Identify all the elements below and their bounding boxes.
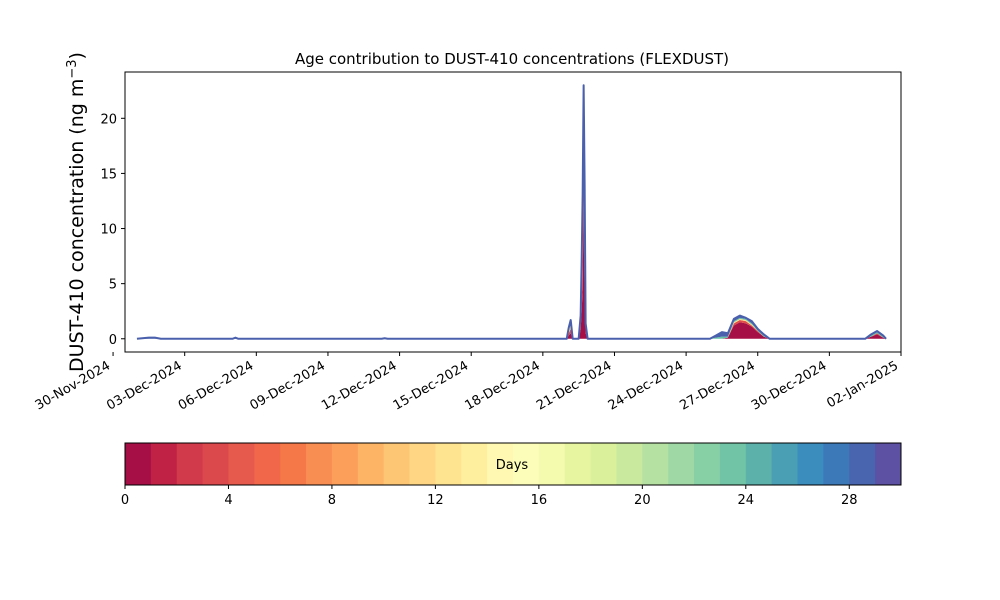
colorbar-swatch bbox=[254, 443, 281, 485]
colorbar-swatch bbox=[564, 443, 592, 485]
colorbar-swatch bbox=[228, 443, 255, 485]
colorbar-swatch bbox=[409, 443, 436, 485]
colorbar-swatch bbox=[202, 443, 229, 485]
age-band-area-4 bbox=[136, 96, 887, 339]
colorbar-swatch bbox=[331, 443, 359, 485]
x-tick-label: 30-Dec-2024 bbox=[749, 358, 829, 413]
y-tick-label: 20 bbox=[100, 112, 117, 127]
x-tick-label: 03-Dec-2024 bbox=[104, 358, 184, 413]
colorbar-swatch bbox=[513, 443, 540, 485]
chart-title: Age contribution to DUST-410 concentrati… bbox=[295, 50, 729, 68]
colorbar-tick-label: 20 bbox=[634, 493, 651, 508]
total-concentration-line bbox=[136, 84, 887, 340]
x-axis: 30-Nov-202403-Dec-202406-Dec-202409-Dec-… bbox=[33, 352, 902, 414]
y-tick-label: 5 bbox=[109, 278, 117, 293]
x-tick-label: 21-Dec-2024 bbox=[534, 358, 614, 413]
colorbar-swatch bbox=[176, 443, 204, 485]
colorbar-frame bbox=[124, 442, 902, 486]
x-tick-label: 02-Jan-2025 bbox=[824, 358, 901, 411]
colorbar-tick-label: 0 bbox=[121, 493, 129, 508]
colorbar-swatch bbox=[306, 443, 333, 485]
colorbar-swatch bbox=[771, 443, 799, 485]
colorbar-swatch bbox=[719, 443, 747, 485]
colorbar-swatch bbox=[849, 443, 876, 485]
colorbar-swatch bbox=[357, 443, 385, 485]
colorbar-swatch bbox=[280, 443, 307, 485]
colorbar-swatch bbox=[668, 443, 695, 485]
colorbar-tick-label: 12 bbox=[427, 493, 444, 508]
colorbar-swatch bbox=[797, 443, 824, 485]
colorbar-tick-label: 24 bbox=[738, 493, 755, 508]
y-tick-label: 15 bbox=[100, 167, 117, 182]
y-tick-label: 10 bbox=[100, 223, 117, 238]
colorbar-swatch bbox=[642, 443, 669, 485]
y-axis-label: DUST-410 concentration (ng m−3) bbox=[65, 52, 88, 372]
x-tick-label: 15-Dec-2024 bbox=[391, 358, 471, 413]
colorbar-swatch bbox=[435, 443, 462, 485]
x-tick-label: 24-Dec-2024 bbox=[606, 358, 686, 413]
x-tick-label: 27-Dec-2024 bbox=[677, 358, 757, 413]
colorbar-swatch bbox=[823, 443, 850, 485]
age-band-area-5 bbox=[136, 85, 887, 339]
colorbar-swatch bbox=[150, 443, 178, 485]
plot-frame bbox=[124, 71, 902, 353]
plot-area bbox=[136, 84, 887, 340]
colorbar-swatch bbox=[125, 443, 152, 485]
colorbar-swatch bbox=[694, 443, 721, 485]
colorbar-swatch bbox=[487, 443, 514, 485]
colorbar-tick-label: 28 bbox=[841, 493, 858, 508]
colorbar-swatch bbox=[616, 443, 643, 485]
colorbar-label: Days bbox=[496, 458, 529, 473]
y-tick-label: 0 bbox=[109, 333, 117, 348]
colorbar-swatch bbox=[875, 443, 902, 485]
colorbar-tick-label: 4 bbox=[224, 493, 232, 508]
colorbar-swatch bbox=[383, 443, 411, 485]
x-tick-label: 18-Dec-2024 bbox=[462, 358, 542, 413]
colorbar-swatch bbox=[538, 443, 566, 485]
age-band-area-3 bbox=[136, 107, 887, 339]
age-band-area-2 bbox=[136, 145, 887, 339]
x-tick-label: 12-Dec-2024 bbox=[319, 358, 399, 413]
colorbar-swatch bbox=[461, 443, 488, 485]
colorbar-tick-label: 8 bbox=[328, 493, 336, 508]
x-tick-label: 09-Dec-2024 bbox=[248, 358, 328, 413]
colorbar-swatch bbox=[745, 443, 773, 485]
colorbar-swatch bbox=[590, 443, 617, 485]
colorbar: Days 0 4 8 12 16 20 24 28 bbox=[121, 442, 902, 508]
x-tick-label: 06-Dec-2024 bbox=[176, 358, 256, 413]
y-axis: 0 5 10 15 20 bbox=[100, 112, 125, 348]
age-band-area-1 bbox=[136, 200, 887, 339]
colorbar-tick-label: 16 bbox=[531, 493, 548, 508]
